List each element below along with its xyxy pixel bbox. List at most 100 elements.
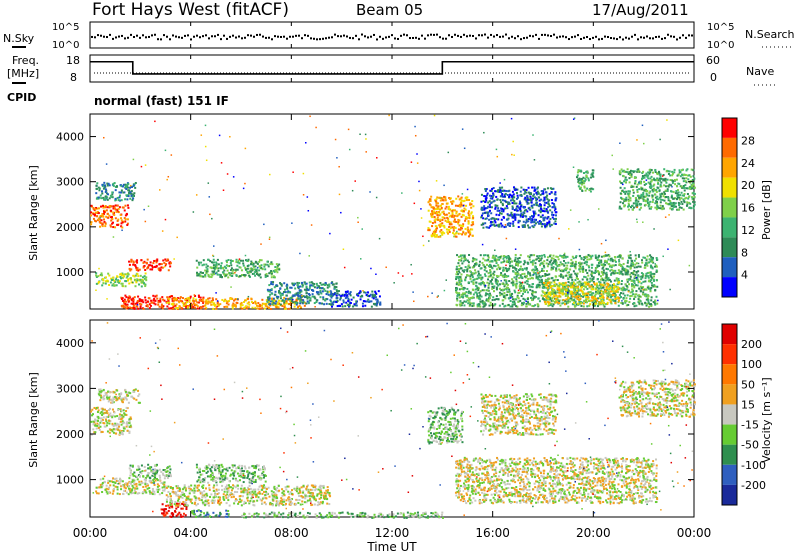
heatmap-cell: [268, 303, 271, 306]
heatmap-cell: [616, 279, 619, 282]
heatmap-cell: [602, 263, 605, 266]
heatmap-cell: [511, 303, 514, 306]
heatmap-cell: [430, 206, 433, 209]
heatmap-cell: [523, 224, 526, 227]
nsky-point: [433, 33, 435, 36]
heatmap-cell: [494, 265, 497, 268]
heatmap-cell: [339, 295, 342, 298]
heatmap-cell: [322, 298, 325, 301]
heatmap-cell: [110, 195, 113, 198]
heatmap-cell: [558, 282, 561, 285]
heatmap-cell: [114, 226, 117, 229]
heatmap-cell: [116, 280, 119, 283]
heatmap-cell: [546, 198, 549, 201]
heatmap-cell: [221, 271, 224, 274]
heatmap-cell: [251, 269, 254, 272]
heatmap-cell: [474, 269, 477, 272]
heatmap-cell: [209, 301, 212, 304]
heatmap-cell: [208, 301, 211, 304]
heatmap-cell: [563, 282, 566, 285]
heatmap-cell: [636, 284, 639, 287]
heatmap-cell: [243, 301, 246, 304]
heatmap-cell: [645, 182, 648, 185]
heatmap-cell: [535, 267, 538, 270]
heatmap-cell: [169, 265, 172, 268]
heatmap-cell: [502, 269, 505, 272]
heatmap-cell: [484, 187, 487, 190]
heatmap-cell: [534, 189, 537, 192]
heatmap-cell: [144, 283, 147, 286]
heatmap-cell: [592, 188, 595, 191]
heatmap-cell: [499, 201, 502, 204]
heatmap-cell: [493, 274, 496, 277]
heatmap-cell: [622, 262, 625, 265]
heatmap-cell: [492, 192, 495, 195]
heatmap-cell: [594, 304, 597, 307]
heatmap-cell: [537, 192, 540, 195]
heatmap-cell: [473, 272, 476, 275]
heatmap-cell: [526, 261, 529, 264]
heatmap-cell: [132, 307, 135, 310]
nsky-point: [121, 34, 123, 37]
heatmap-cell: [347, 299, 350, 302]
heatmap-cell: [671, 179, 674, 182]
heatmap-cell: [645, 259, 648, 262]
heatmap-cell: [444, 197, 447, 200]
heatmap-cell: [515, 207, 518, 210]
heatmap-cell: [295, 292, 298, 295]
heatmap-cell: [647, 295, 650, 298]
heatmap-cell: [590, 255, 593, 258]
heatmap-cell: [510, 260, 513, 263]
heatmap-cell: [609, 284, 612, 287]
heatmap-cell: [230, 269, 233, 272]
heatmap-cell: [461, 233, 464, 236]
heatmap-cell: [554, 199, 557, 202]
heatmap-cell: [311, 289, 314, 292]
heatmap-cell: [322, 283, 325, 286]
heatmap-cell: [120, 189, 123, 192]
heatmap-cell: [460, 301, 463, 304]
heatmap-cell: [502, 266, 505, 269]
heatmap-cell: [580, 179, 583, 182]
heatmap-cell: [99, 225, 102, 228]
heatmap-cell: [234, 305, 237, 308]
heatmap-cell: [619, 196, 622, 199]
heatmap-cell: [620, 283, 623, 286]
heatmap-cell: [156, 259, 159, 262]
heatmap-cell: [338, 293, 341, 296]
heatmap-cell: [570, 258, 573, 261]
heatmap-cell: [137, 269, 140, 272]
nsky-panel: N.Sky 10^5 10^0 10^5 10^0 N.Search: [3, 21, 795, 51]
heatmap-cell: [175, 297, 178, 300]
heatmap-cell: [480, 295, 483, 298]
heatmap-cell: [454, 204, 457, 207]
heatmap-cell: [646, 303, 649, 306]
heatmap-cell: [137, 307, 140, 310]
heatmap-cell: [512, 270, 515, 273]
heatmap-cell: [289, 286, 292, 289]
heatmap-cell: [135, 279, 138, 282]
nsky-point: [391, 34, 393, 37]
heatmap-cell: [556, 255, 559, 258]
heatmap-cell: [537, 283, 540, 286]
heatmap-cell: [469, 292, 472, 295]
heatmap-cell: [544, 279, 547, 282]
heatmap-cell: [225, 259, 228, 262]
nsky-point: [238, 35, 240, 38]
heatmap-cell: [430, 213, 433, 216]
heatmap-cell: [298, 292, 301, 295]
heatmap-cell: [246, 267, 249, 270]
nsky-point: [625, 36, 627, 39]
heatmap-cell: [142, 261, 145, 264]
heatmap-cell: [364, 291, 367, 294]
heatmap-cell: [629, 267, 632, 270]
heatmap-cell: [372, 295, 375, 298]
heatmap-cell: [680, 200, 683, 203]
heatmap-cell: [484, 303, 487, 306]
heatmap-cell: [676, 174, 679, 177]
heatmap-cell: [243, 306, 246, 309]
heatmap-cell: [528, 198, 531, 201]
heatmap-cell: [126, 204, 129, 207]
heatmap-cell: [646, 297, 649, 300]
heatmap-cell: [483, 289, 486, 292]
